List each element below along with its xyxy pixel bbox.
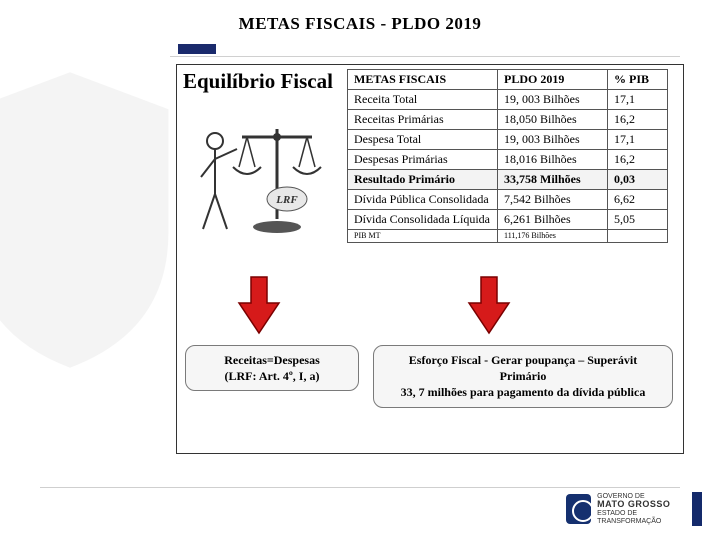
callout-right: Esforço Fiscal - Gerar poupança – Superá… (373, 345, 673, 408)
cell: 19, 003 Bilhões (498, 130, 608, 150)
table-row: Despesa Total 19, 003 Bilhões 17,1 (348, 130, 668, 150)
cell: 19, 003 Bilhões (498, 90, 608, 110)
cell (608, 230, 668, 243)
arrow-down-icon (237, 275, 281, 335)
table-row: Despesas Primárias 18,016 Bilhões 16,2 (348, 150, 668, 170)
arrow-down-icon (467, 275, 511, 335)
footer-logo: GOVERNO DE MATO GROSSO ESTADO DE TRANSFO… (566, 492, 686, 526)
th-pldo: PLDO 2019 (498, 70, 608, 90)
cell: 6,261 Bilhões (498, 210, 608, 230)
cell: Receitas Primárias (348, 110, 498, 130)
cell: 7,542 Bilhões (498, 190, 608, 210)
cell: 33,758 Milhões (498, 170, 608, 190)
table-row: Receitas Primárias 18,050 Bilhões 16,2 (348, 110, 668, 130)
footer-divider (40, 487, 680, 488)
table-row-footnote: PIB MT 111,176 Bilhões (348, 230, 668, 243)
arrow-path (239, 277, 279, 333)
divider (170, 56, 680, 57)
cell: Dívida Consolidada Líquida (348, 210, 498, 230)
cell: Receita Total (348, 90, 498, 110)
cell: 111,176 Bilhões (498, 230, 608, 243)
cell: 18,050 Bilhões (498, 110, 608, 130)
cell: 16,2 (608, 150, 668, 170)
cell: 17,1 (608, 90, 668, 110)
cell: 5,05 (608, 210, 668, 230)
cell: Resultado Primário (348, 170, 498, 190)
cell: Despesas Primárias (348, 150, 498, 170)
arrow-path (469, 277, 509, 333)
cell: 18,016 Bilhões (498, 150, 608, 170)
panel-heading: Equilíbrio Fiscal (183, 69, 333, 94)
background-watermark (0, 60, 200, 380)
cell: 0,03 (608, 170, 668, 190)
footer-sub: ESTADO DE TRANSFORMAÇÃO (597, 510, 661, 525)
cell: Dívida Pública Consolidada (348, 190, 498, 210)
th-pib: % PIB (608, 70, 668, 90)
fiscal-table: METAS FISCAIS PLDO 2019 % PIB Receita To… (347, 69, 668, 243)
table-row: Dívida Consolidada Líquida 6,261 Bilhões… (348, 210, 668, 230)
table-row-highlight: Resultado Primário 33,758 Milhões 0,03 (348, 170, 668, 190)
crest-icon (566, 494, 591, 524)
table-row: Dívida Pública Consolidada 7,542 Bilhões… (348, 190, 668, 210)
cell: 6,62 (608, 190, 668, 210)
callout-line: (LRF: Art. 4º, I, a) (196, 368, 348, 384)
callout-line: Esforço Fiscal - Gerar poupança – Superá… (384, 352, 662, 384)
accent-bar (178, 44, 216, 54)
cell: 16,2 (608, 110, 668, 130)
scales-illustration: LRF (187, 99, 337, 249)
callout-line: Receitas=Despesas (196, 352, 348, 368)
content-panel: Equilíbrio Fiscal LRF (176, 64, 684, 454)
footer-text: GOVERNO DE MATO GROSSO ESTADO DE TRANSFO… (597, 493, 686, 526)
lrf-badge-text: LRF (275, 194, 298, 206)
cell: 17,1 (608, 130, 668, 150)
footer-state: MATO GROSSO (597, 500, 686, 510)
table-row: Receita Total 19, 003 Bilhões 17,1 (348, 90, 668, 110)
callout-left: Receitas=Despesas (LRF: Art. 4º, I, a) (185, 345, 359, 391)
callout-line: 33, 7 milhões para pagamento da dívida p… (384, 384, 662, 400)
cell: Despesa Total (348, 130, 498, 150)
page-title: METAS FISCAIS - PLDO 2019 (0, 14, 720, 34)
footer-accent (692, 492, 702, 526)
cell: PIB MT (348, 230, 498, 243)
th-metas: METAS FISCAIS (348, 70, 498, 90)
